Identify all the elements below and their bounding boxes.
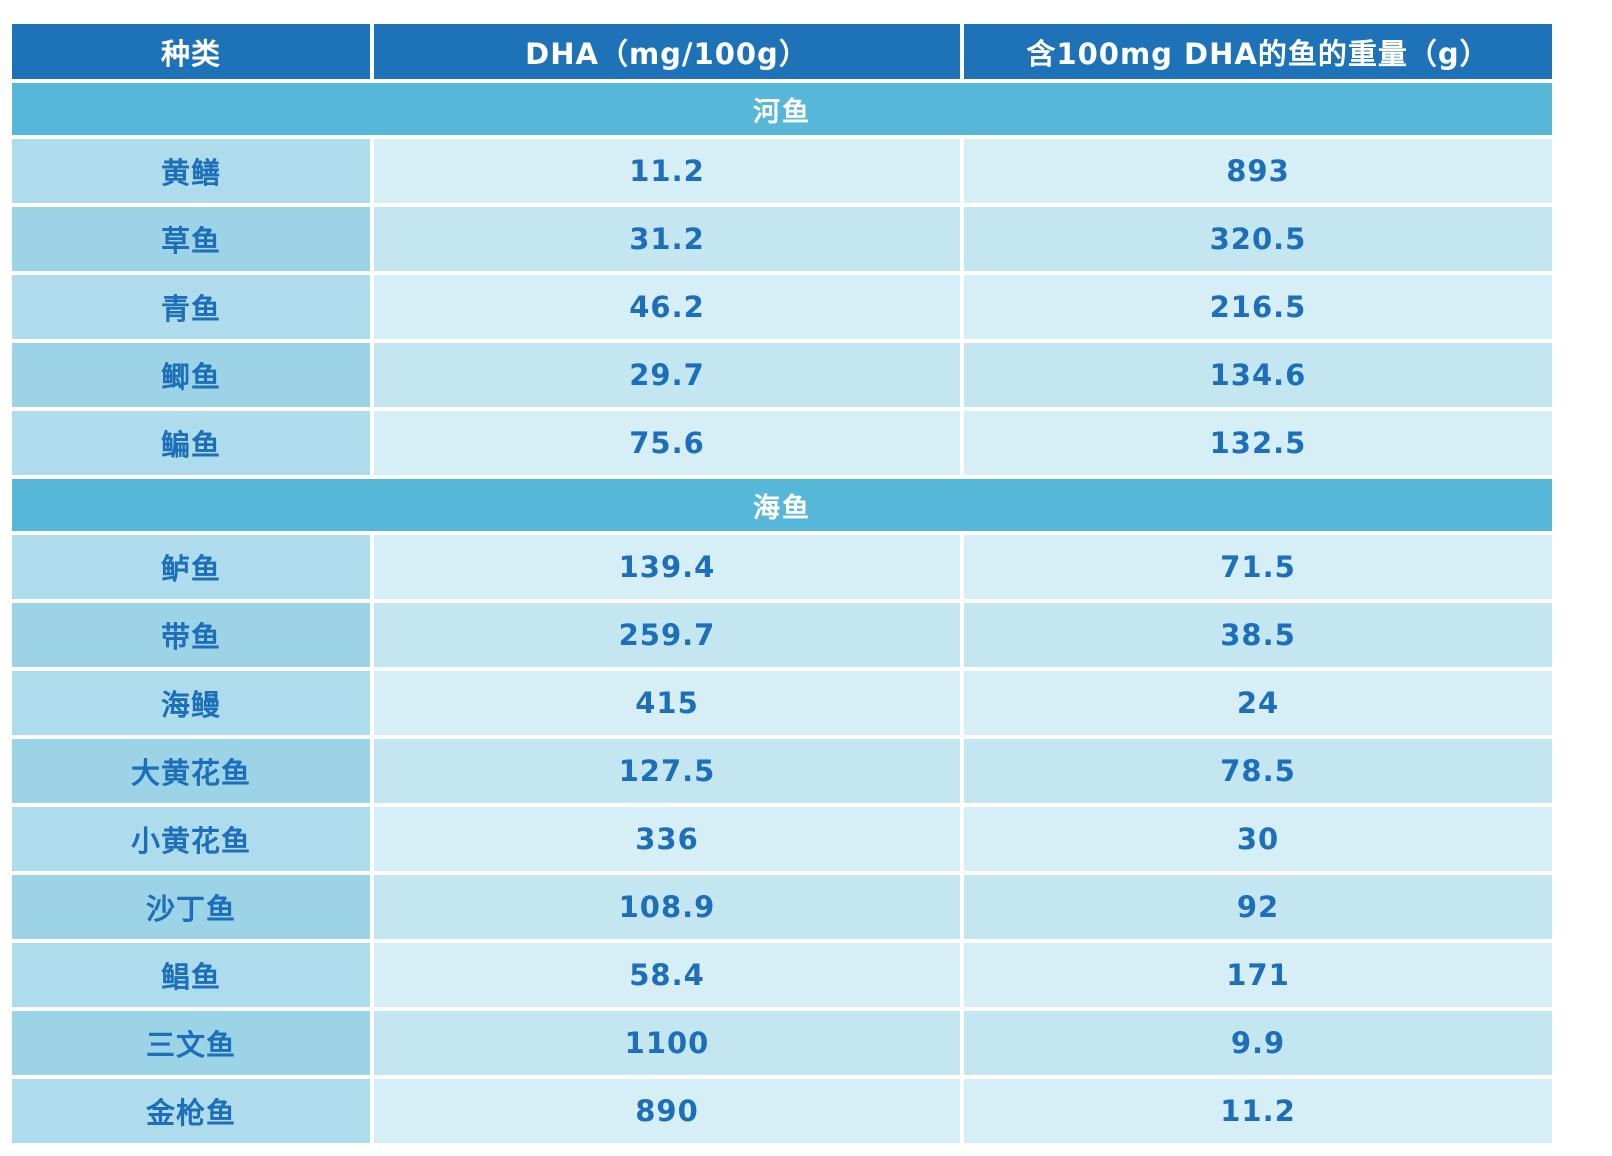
species-cell: 青鱼	[12, 275, 370, 339]
table-row: 鲳鱼 58.4 171	[12, 943, 1552, 1007]
weight-value-cell: 30	[964, 807, 1552, 871]
dha-value-cell: 890	[374, 1079, 960, 1143]
table-row: 鲫鱼 29.7 134.6	[12, 343, 1552, 407]
header-row: 种类 DHA（mg/100g） 含100mg DHA的鱼的重量（g）	[12, 24, 1552, 79]
table-row: 草鱼 31.2 320.5	[12, 207, 1552, 271]
dha-value-cell: 46.2	[374, 275, 960, 339]
weight-value-cell: 171	[964, 943, 1552, 1007]
section-label: 河鱼	[12, 83, 1552, 135]
weight-value-cell: 134.6	[964, 343, 1552, 407]
table-row: 青鱼 46.2 216.5	[12, 275, 1552, 339]
dha-value-cell: 336	[374, 807, 960, 871]
table-row: 三文鱼 1100 9.9	[12, 1011, 1552, 1075]
species-cell: 鳊鱼	[12, 411, 370, 475]
weight-value-cell: 24	[964, 671, 1552, 735]
weight-value-cell: 78.5	[964, 739, 1552, 803]
weight-value-cell: 9.9	[964, 1011, 1552, 1075]
table-row: 小黄花鱼 336 30	[12, 807, 1552, 871]
col-header-dha: DHA（mg/100g）	[374, 24, 960, 79]
table-row: 鳊鱼 75.6 132.5	[12, 411, 1552, 475]
dha-value-cell: 31.2	[374, 207, 960, 271]
dha-value-cell: 108.9	[374, 875, 960, 939]
section-row-sea-fish: 海鱼	[12, 479, 1552, 531]
table-body: 河鱼 黄鳝 11.2 893 草鱼 31.2 320.5 青鱼 46.2 216.5 鲫鱼 29.7 1…	[12, 83, 1552, 1143]
species-cell: 鲳鱼	[12, 943, 370, 1007]
col-header-species: 种类	[12, 24, 370, 79]
table-row: 带鱼 259.7 38.5	[12, 603, 1552, 667]
dha-value-cell: 415	[374, 671, 960, 735]
table-row: 黄鳝 11.2 893	[12, 139, 1552, 203]
weight-value-cell: 893	[964, 139, 1552, 203]
species-cell: 带鱼	[12, 603, 370, 667]
table-row: 大黄花鱼 127.5 78.5	[12, 739, 1552, 803]
weight-value-cell: 92	[964, 875, 1552, 939]
species-cell: 海鳗	[12, 671, 370, 735]
weight-value-cell: 216.5	[964, 275, 1552, 339]
section-label: 海鱼	[12, 479, 1552, 531]
species-cell: 草鱼	[12, 207, 370, 271]
table-row: 沙丁鱼 108.9 92	[12, 875, 1552, 939]
section-row-river-fish: 河鱼	[12, 83, 1552, 135]
col-header-weight: 含100mg DHA的鱼的重量（g）	[964, 24, 1552, 79]
species-cell: 沙丁鱼	[12, 875, 370, 939]
weight-value-cell: 132.5	[964, 411, 1552, 475]
dha-value-cell: 29.7	[374, 343, 960, 407]
species-cell: 金枪鱼	[12, 1079, 370, 1143]
weight-value-cell: 38.5	[964, 603, 1552, 667]
species-cell: 鲫鱼	[12, 343, 370, 407]
species-cell: 小黄花鱼	[12, 807, 370, 871]
dha-value-cell: 139.4	[374, 535, 960, 599]
species-cell: 黄鳝	[12, 139, 370, 203]
dha-value-cell: 127.5	[374, 739, 960, 803]
table-header: 种类 DHA（mg/100g） 含100mg DHA的鱼的重量（g）	[12, 24, 1552, 79]
weight-value-cell: 71.5	[964, 535, 1552, 599]
weight-value-cell: 11.2	[964, 1079, 1552, 1143]
table-row: 鲈鱼 139.4 71.5	[12, 535, 1552, 599]
dha-value-cell: 259.7	[374, 603, 960, 667]
dha-value-cell: 11.2	[374, 139, 960, 203]
species-cell: 鲈鱼	[12, 535, 370, 599]
species-cell: 大黄花鱼	[12, 739, 370, 803]
dha-value-cell: 58.4	[374, 943, 960, 1007]
weight-value-cell: 320.5	[964, 207, 1552, 271]
species-cell: 三文鱼	[12, 1011, 370, 1075]
dha-table: 种类 DHA（mg/100g） 含100mg DHA的鱼的重量（g） 河鱼 黄鳝 1…	[8, 20, 1556, 1147]
table-row: 海鳗 415 24	[12, 671, 1552, 735]
table-row: 金枪鱼 890 11.2	[12, 1079, 1552, 1143]
dha-value-cell: 75.6	[374, 411, 960, 475]
dha-value-cell: 1100	[374, 1011, 960, 1075]
